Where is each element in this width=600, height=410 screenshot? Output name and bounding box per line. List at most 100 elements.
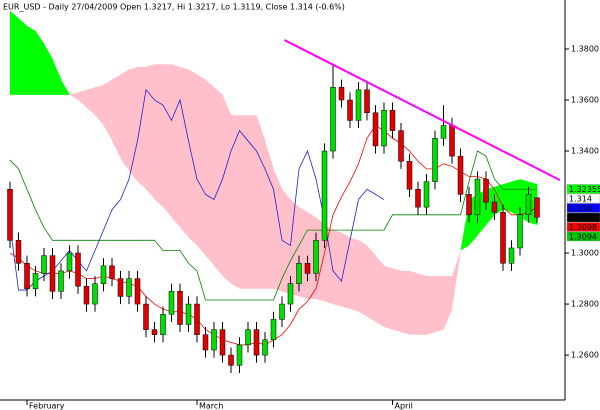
cloud-segment xyxy=(197,74,206,256)
candle-body xyxy=(500,211,506,264)
candle-body xyxy=(364,89,370,114)
candle-body xyxy=(508,247,515,264)
cloud-segment xyxy=(52,59,62,95)
price-label-box xyxy=(566,231,600,242)
cloud-segment xyxy=(358,240,368,317)
candle-body xyxy=(24,263,30,290)
candle-body xyxy=(134,278,141,305)
candle-body xyxy=(415,189,421,208)
candle-body xyxy=(168,291,175,315)
y-tick-label: 1.2800 xyxy=(571,300,599,309)
cloud-segment xyxy=(375,255,385,328)
price-label-box xyxy=(566,193,600,204)
price-label: 1.32355 xyxy=(569,185,600,194)
candle-body xyxy=(525,194,532,216)
candle-body xyxy=(491,201,498,213)
cloud-segment xyxy=(129,66,138,182)
candle-body xyxy=(185,303,192,325)
cloud-segment xyxy=(78,89,87,108)
candle-body xyxy=(440,125,447,139)
candle-body xyxy=(381,109,387,147)
candle-body xyxy=(83,285,90,305)
candle-body xyxy=(58,270,64,292)
candle-body xyxy=(313,240,319,274)
cloud-segment xyxy=(341,232,351,310)
plot-area xyxy=(7,10,561,373)
cloud-segment xyxy=(10,10,19,95)
candle-body xyxy=(66,252,73,272)
candle-body xyxy=(287,283,294,305)
cloud-segment xyxy=(171,64,181,228)
y-tick-label: 1.3400 xyxy=(571,147,599,156)
candle-body xyxy=(517,214,523,249)
x-tick-label: February xyxy=(29,402,65,410)
candle-body xyxy=(321,150,328,241)
cloud-segment xyxy=(273,168,283,292)
candle-body xyxy=(253,329,260,356)
cloud-segment xyxy=(418,273,427,335)
cloud-segment xyxy=(333,230,342,307)
price-label-box xyxy=(566,212,600,223)
x-tick-label: March xyxy=(199,402,223,410)
chart-title: EUR_USD - Daily 27/04/2009 Open 1.3217, … xyxy=(3,3,345,12)
price-label: 1.3098 xyxy=(569,223,597,232)
x-tick-label: April xyxy=(395,402,413,410)
cloud-segment xyxy=(443,276,453,330)
candle-body xyxy=(389,109,396,131)
cloud-segment xyxy=(18,18,28,95)
indicator-line xyxy=(9,150,537,301)
price-label: 1.3094 xyxy=(569,232,597,241)
candle-body xyxy=(126,278,132,297)
cloud-segment xyxy=(426,276,436,335)
cloud-segment xyxy=(35,31,45,95)
candle-body xyxy=(398,130,404,162)
cloud-segment xyxy=(27,26,36,95)
price-label: 1.314 xyxy=(569,213,592,222)
candle-body xyxy=(372,112,379,147)
candle-body xyxy=(15,240,22,264)
candle-body xyxy=(432,138,438,182)
candle-body xyxy=(279,303,285,320)
cloud-segment xyxy=(137,66,147,190)
candle-body xyxy=(117,278,124,297)
cloud-segment xyxy=(44,43,53,95)
candle-body xyxy=(534,197,540,218)
candle-body xyxy=(355,89,362,121)
cloud-segment xyxy=(367,245,376,322)
cloud-segment xyxy=(61,79,70,95)
candle-body xyxy=(160,314,166,335)
candle-body xyxy=(49,255,56,292)
cloud-segment xyxy=(384,265,393,330)
cloud-segment xyxy=(350,237,359,312)
candle-body xyxy=(483,178,489,203)
trendline xyxy=(284,39,561,181)
y-tick-label: 1.2600 xyxy=(571,351,599,360)
candle-body xyxy=(466,194,472,216)
cloud-segment xyxy=(103,79,113,141)
cloud-segment xyxy=(214,87,223,277)
price-label: 1.314 xyxy=(569,204,592,213)
cloud-segment xyxy=(188,69,198,246)
cloud-segment xyxy=(154,64,164,208)
candle-body xyxy=(194,303,200,335)
candle-body xyxy=(270,319,277,341)
candle-body xyxy=(151,329,158,335)
cloud-segment xyxy=(205,79,215,266)
candle-body xyxy=(228,354,234,366)
candle-body xyxy=(304,263,311,274)
price-label-box xyxy=(566,222,600,232)
cloud-segment xyxy=(86,87,96,116)
candle-body xyxy=(347,99,353,121)
candle-body xyxy=(236,344,243,366)
candle-body xyxy=(75,252,81,287)
candle-body xyxy=(177,291,183,325)
candle-body xyxy=(92,283,98,305)
candle-body xyxy=(262,339,268,356)
cloud-segment xyxy=(460,199,470,251)
cloud-segment xyxy=(239,115,249,289)
candle-body xyxy=(100,265,107,284)
cloud-segment xyxy=(503,181,512,213)
candle-body xyxy=(457,155,464,195)
cloud-segment xyxy=(256,115,266,289)
